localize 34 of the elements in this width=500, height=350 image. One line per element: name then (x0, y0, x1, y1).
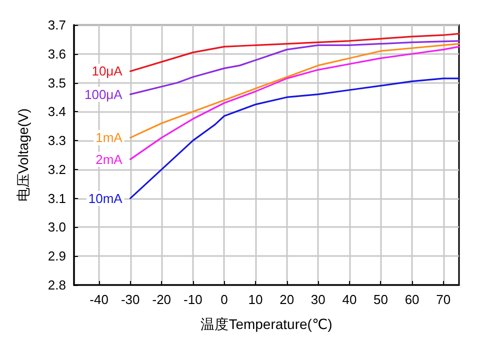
y-tick-label: 3.0 (48, 220, 66, 235)
y-tick-label: 3.5 (48, 75, 66, 90)
line-series (130, 42, 460, 138)
series-label: 1mA (96, 130, 123, 146)
x-tick-label: 10 (248, 292, 263, 307)
x-tick-label: 40 (342, 292, 357, 307)
series-label: 10mA (88, 190, 123, 206)
line-series (130, 78, 460, 200)
y-tick-label: 2.9 (48, 248, 66, 264)
x-tick-label: -20 (152, 292, 172, 307)
x-tick-label: 0 (220, 292, 228, 307)
y-axis-title: 电压Voltage(V) (15, 108, 31, 202)
line-series (130, 40, 460, 96)
y-tick-label: 3.1 (48, 190, 66, 206)
x-tick-label: 20 (280, 292, 294, 307)
y-tick-label: 3.4 (48, 104, 66, 120)
x-tick-label: 60 (404, 292, 420, 307)
x-tick-label: -30 (120, 292, 140, 307)
series-label: 100μA (84, 86, 123, 102)
x-tick-label: 30 (310, 292, 326, 307)
y-tick-label: 2.8 (48, 278, 66, 292)
y-tick-label: 3.3 (48, 133, 66, 148)
line-series (130, 46, 460, 160)
series-label: 10μA (92, 64, 123, 79)
x-tick-label: 50 (374, 292, 388, 307)
line-series (130, 32, 460, 72)
y-tick-label: 3.7 (48, 18, 66, 32)
x-tick-label: -10 (184, 292, 202, 307)
y-tick-label: 3.2 (48, 162, 66, 177)
x-axis-title: 温度Temperature(℃) (200, 316, 332, 332)
series-label: 2mA (96, 152, 123, 167)
x-tick-label: 70 (436, 292, 451, 307)
y-tick-label: 3.6 (48, 46, 66, 62)
x-tick-label: -40 (90, 292, 108, 307)
